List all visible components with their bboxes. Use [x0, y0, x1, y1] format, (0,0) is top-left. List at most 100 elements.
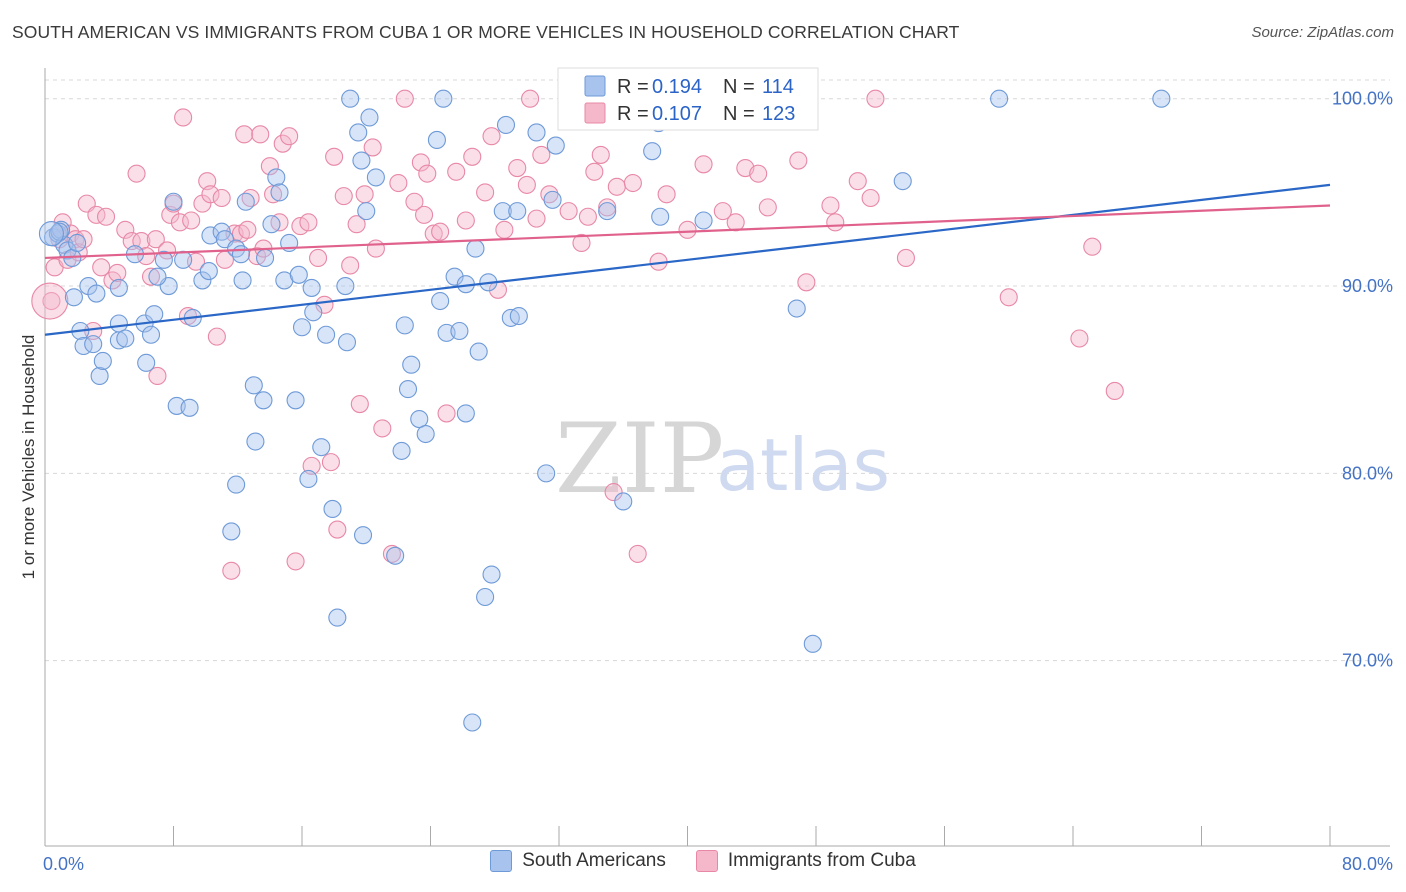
point-cuba-75 [418, 164, 437, 183]
point-cuba-110 [758, 198, 777, 217]
point-south-americans-79 [456, 404, 475, 423]
point-south-americans-108 [68, 233, 87, 253]
point-cuba-58 [321, 453, 340, 472]
point-south-americans-92 [537, 464, 556, 483]
point-cuba-45 [251, 125, 270, 144]
point-cuba-72 [405, 192, 424, 211]
point-cuba-92 [559, 202, 578, 221]
point-south-americans-75 [434, 89, 453, 108]
point-south-americans-109 [116, 329, 135, 348]
point-south-americans-110 [148, 267, 167, 286]
point-cuba-87 [517, 175, 536, 194]
point-south-americans-19 [137, 353, 156, 372]
point-cuba-30 [182, 211, 201, 230]
point-south-americans-74 [431, 291, 450, 311]
legend-swatch-cuba [695, 850, 718, 872]
point-south-americans-16 [109, 278, 128, 297]
point-cuba-94 [578, 207, 597, 226]
point-cuba-62 [341, 256, 360, 275]
point-south-americans-60 [341, 89, 360, 108]
point-south-americans-81 [463, 713, 482, 732]
point-south-americans-48 [286, 391, 305, 410]
point-cuba-100 [623, 173, 642, 193]
x-tick-labels: 0.0% 80.0% [43, 854, 1393, 874]
point-south-americans-51 [299, 469, 318, 489]
point-cuba-16 [116, 220, 135, 239]
y-tick-label-90: 90.0% [1342, 276, 1393, 296]
point-south-americans-large [38, 221, 64, 247]
point-south-americans-83 [476, 587, 495, 607]
point-cuba-93 [572, 233, 591, 253]
point-south-americans-41 [246, 432, 265, 451]
stats-n-value-2: 123 [762, 103, 795, 125]
point-cuba-15 [108, 263, 127, 282]
legend-label-south-americans: South Americans [522, 850, 666, 871]
point-cuba-68 [373, 419, 392, 438]
y-tick-label-100: 100.0% [1332, 89, 1393, 109]
point-south-americans-102 [787, 299, 806, 318]
y-tick-label-70: 70.0% [1342, 651, 1393, 671]
point-south-americans-69 [398, 380, 418, 399]
point-south-americans-24 [164, 192, 183, 211]
point-south-americans-42 [254, 391, 273, 410]
point-south-americans-101 [694, 211, 713, 230]
point-cuba-59 [325, 147, 344, 166]
point-south-americans-98 [651, 207, 670, 226]
point-cuba-42 [238, 220, 257, 239]
trend-lines [44, 183, 1331, 336]
stats-r-value-1: 0.194 [652, 76, 702, 98]
legend-swatch-south-americans [490, 850, 513, 872]
point-south-americans-12 [90, 366, 109, 386]
point-south-americans-55 [317, 325, 336, 344]
point-cuba-112 [797, 273, 816, 292]
point-south-americans-44 [267, 168, 286, 187]
point-cuba-106 [713, 202, 732, 221]
point-south-americans-10 [84, 335, 103, 354]
point-cuba-21 [141, 267, 161, 286]
point-cuba-99 [607, 177, 626, 196]
point-cuba-79 [447, 162, 466, 181]
point-cuba-54 [299, 213, 318, 232]
point-cuba-large [31, 282, 69, 320]
trend-line-cuba [44, 204, 1331, 260]
point-south-americans-27 [180, 398, 199, 417]
point-cuba-73 [411, 153, 430, 172]
point-cuba-36 [212, 188, 231, 208]
point-cuba-81 [463, 147, 482, 166]
x-tick-label-end: 80.0% [1342, 854, 1393, 874]
point-cuba-83 [482, 127, 501, 146]
point-cuba-90 [532, 145, 551, 164]
point-cuba-47 [260, 157, 279, 176]
point-cuba-104 [678, 220, 697, 239]
axes [44, 68, 1390, 847]
point-cuba-20 [137, 247, 156, 266]
legend-item-south-americans[interactable]: South Americans [490, 850, 666, 872]
watermark-atlas: atlas [716, 423, 890, 507]
source-credit: Source: ZipAtlas.com [1251, 24, 1394, 41]
point-south-americans-50 [292, 318, 312, 337]
point-cuba-113 [821, 196, 840, 215]
point-cuba-56 [309, 248, 328, 268]
point-cuba-116 [861, 188, 880, 208]
point-cuba-78 [437, 404, 456, 423]
point-cuba-120 [1070, 329, 1089, 348]
point-cuba-27 [170, 213, 189, 232]
point-cuba-80 [456, 211, 475, 230]
point-south-americans-112 [357, 202, 376, 221]
stats-r-label-2: R = [617, 103, 649, 125]
point-south-americans-78 [450, 321, 469, 341]
point-cuba-109 [749, 164, 768, 183]
point-south-americans-58 [336, 276, 355, 296]
legend-item-cuba[interactable]: Immigrants from Cuba [695, 850, 916, 872]
point-south-americans-45 [270, 183, 289, 202]
point-cuba-34 [201, 185, 220, 204]
point-cuba-22 [146, 230, 165, 249]
point-cuba-13 [96, 207, 116, 226]
point-cuba-65 [355, 185, 374, 204]
point-cuba-0 [42, 291, 61, 311]
point-south-americans-89 [508, 202, 527, 221]
point-cuba-119 [999, 288, 1018, 307]
point-south-americans-71 [410, 409, 429, 429]
point-south-americans-97 [643, 142, 662, 161]
